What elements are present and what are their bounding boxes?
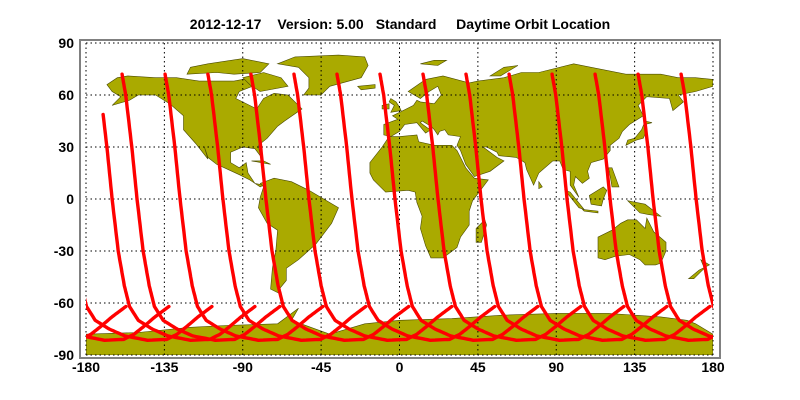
x-tick-label: -45 [311,359,331,375]
land-sri-lanka [538,180,543,190]
land-borneo [588,186,608,207]
orbit-track [335,72,497,342]
x-tick-label: -135 [150,359,178,375]
orbit-track [507,72,669,342]
orbit-track [593,72,713,342]
land-philippines [608,167,620,188]
x-tick-label: 135 [623,359,647,375]
y-tick-label: 30 [58,139,74,155]
land-greenland [276,54,369,96]
x-tick-label: -90 [233,359,253,375]
orbit-track [792,74,800,340]
land-arctic-islands [186,58,270,75]
orbit-track [679,72,713,309]
plot-frame [79,39,721,359]
orbit-tracks [0,72,800,342]
orbit-track [636,72,713,339]
orbit-track [86,297,214,342]
land-eurasia [383,63,713,198]
orbit-track [86,304,171,342]
title-date: 2012-12-17 [189,16,262,32]
title-product: Daytime Orbit Location [456,16,611,32]
y-tick-label: 0 [66,191,74,207]
land-layer [86,54,713,355]
y-tick-label: -60 [54,295,74,311]
x-tick-label: 0 [396,359,404,375]
orbit-track [163,72,325,342]
orbit-track [749,74,800,340]
title-version: Version: 5.00 [277,16,364,32]
x-tick-label: -180 [72,359,100,375]
orbit-track [249,72,411,342]
x-tick-label: 45 [470,359,486,375]
land-svalbard [420,59,448,66]
orbit-track [101,112,257,342]
x-tick-label: 180 [701,359,725,375]
land-great-britain [388,98,402,113]
orbit-track [730,115,800,341]
orbit-track [421,72,583,342]
land-java [581,209,599,214]
title-quality: Standard [375,16,437,32]
y-tick-label: -90 [54,347,74,363]
orbit-track [206,72,368,342]
orbit-track [378,72,540,342]
orbit-track [550,72,712,342]
y-tick-label: -30 [54,243,74,259]
y-tick-label: 90 [58,35,74,51]
land-iceland [357,84,376,91]
orbit-track [120,72,282,342]
chart-title: 2012-12-17 Version: 5.00 Standard Daytime… [0,16,800,32]
x-axis-ticks: -180 -135 -90 -45 0 45 90 135 180 [72,359,725,375]
land-novaya-zemlya [489,65,519,77]
x-tick-label: 90 [548,359,564,375]
orbit-track [0,74,40,340]
land-north-america [106,75,303,188]
y-axis-ticks: 90 60 30 0 -30 -60 -90 [54,35,74,363]
orbit-track [464,72,626,342]
orbit-track [86,304,128,339]
y-tick-label: 60 [58,87,74,103]
orbit-track [292,72,454,342]
